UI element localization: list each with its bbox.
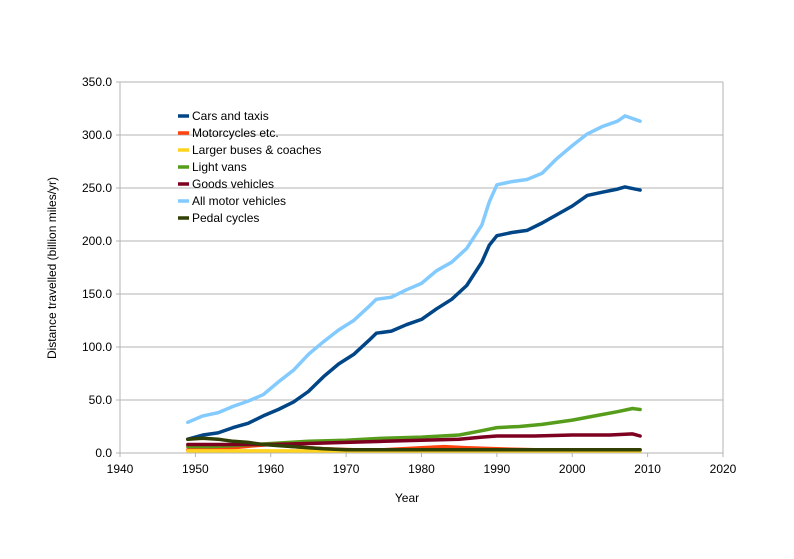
y-tick-label: 200.0: [82, 234, 112, 248]
series-line-cars-and-taxis: [186, 185, 642, 441]
x-tick-label: 1990: [484, 462, 511, 476]
legend-label-cars-and-taxis: Cars and taxis: [192, 109, 269, 123]
series-line-pedal-cycles: [186, 436, 642, 452]
y-tick-label: 350.0: [82, 75, 112, 89]
x-tick-label: 1980: [408, 462, 435, 476]
x-tick-label: 1970: [333, 462, 360, 476]
legend: Cars and taxis Motorcycles etc. Larger bus…: [178, 109, 321, 225]
y-tick-label: 50.0: [89, 393, 113, 407]
series-line-goods-vehicles: [186, 432, 642, 447]
x-tick-label: 1950: [182, 462, 209, 476]
legend-label-light-vans: Light vans: [192, 160, 247, 174]
axes-layer: 0.0 50.0 100.0 150.0 200.0 250.0 300.0 350.0 194…: [82, 75, 737, 476]
x-tick-label: 2020: [710, 462, 737, 476]
y-tick-label: 250.0: [82, 181, 112, 195]
legend-label-larger-buses-coaches: Larger buses & coaches: [192, 143, 321, 157]
x-axis-title: Year: [395, 491, 419, 505]
legend-label-motorcycles-etc: Motorcycles etc.: [192, 126, 279, 140]
x-tick-label: 2010: [634, 462, 661, 476]
x-tick-label: 1960: [257, 462, 284, 476]
x-tick-label: 1940: [107, 462, 134, 476]
legend-label-pedal-cycles: Pedal cycles: [192, 211, 259, 225]
x-tick-label: 2000: [559, 462, 586, 476]
series-layer: [186, 114, 642, 453]
legend-label-goods-vehicles: Goods vehicles: [192, 177, 274, 191]
y-tick-label: 150.0: [82, 287, 112, 301]
y-tick-label: 0.0: [95, 446, 112, 460]
y-tick-label: 100.0: [82, 340, 112, 354]
y-tick-label: 300.0: [82, 128, 112, 142]
y-axis-title: Distance travelled (billion miles/yr): [45, 177, 59, 359]
grid-layer: [120, 81, 723, 454]
legend-label-all-motor-vehicles: All motor vehicles: [192, 194, 286, 208]
series-line-all-motor-vehicles: [186, 114, 642, 425]
